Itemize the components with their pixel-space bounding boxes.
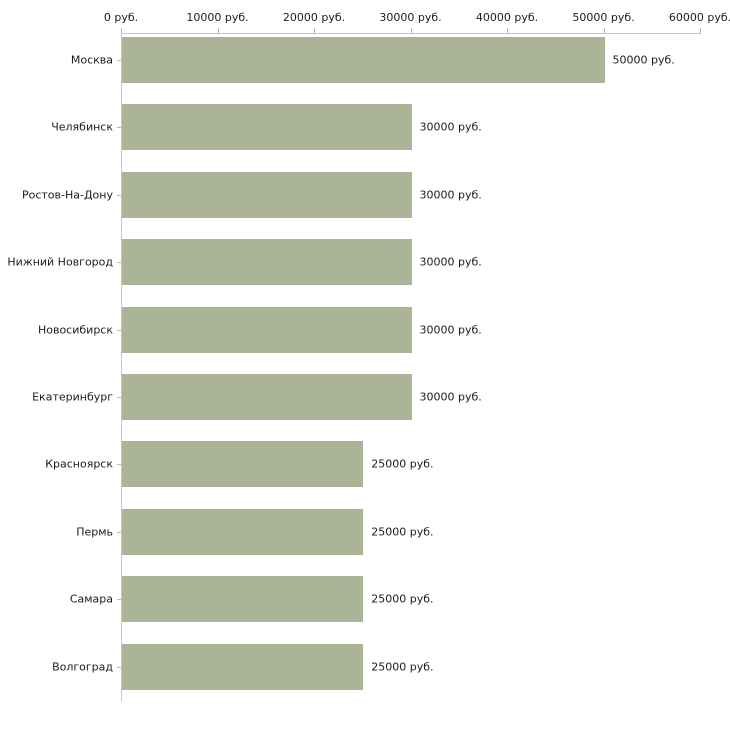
y-axis-tick bbox=[117, 666, 121, 668]
value-label: 30000 руб. bbox=[419, 390, 482, 404]
value-label: 25000 руб. bbox=[371, 592, 434, 606]
y-axis-line bbox=[121, 33, 122, 702]
y-axis-tick bbox=[117, 329, 121, 331]
value-label: 30000 руб. bbox=[419, 323, 482, 337]
y-axis-tick bbox=[117, 531, 121, 533]
y-axis-tick bbox=[117, 194, 121, 196]
x-axis-tick bbox=[217, 28, 219, 33]
value-label: 25000 руб. bbox=[371, 525, 434, 539]
x-axis-tick-label: 50000 руб. bbox=[572, 11, 635, 24]
y-axis-tick bbox=[117, 60, 121, 61]
bar-4 bbox=[122, 239, 412, 286]
bar-7 bbox=[122, 441, 364, 488]
y-axis-tick bbox=[117, 599, 121, 601]
category-label: Самара bbox=[69, 592, 113, 606]
value-label: 30000 руб. bbox=[419, 120, 482, 134]
x-axis-tick bbox=[700, 28, 701, 33]
x-axis-tick bbox=[314, 28, 315, 33]
x-axis-tick bbox=[603, 28, 605, 33]
category-label: Челябинск bbox=[51, 120, 113, 134]
bar-2 bbox=[122, 104, 412, 151]
category-label: Новосибирск bbox=[37, 323, 113, 337]
x-axis-tick-label: 30000 руб. bbox=[379, 11, 442, 24]
category-label: Нижний Новгород bbox=[7, 255, 113, 269]
bar-8 bbox=[122, 508, 364, 555]
x-axis-tick bbox=[507, 28, 508, 33]
x-axis-tick-label: 0 руб. bbox=[103, 11, 139, 24]
x-axis-tick bbox=[410, 28, 412, 33]
y-axis-tick bbox=[117, 127, 121, 129]
bar-6 bbox=[122, 374, 412, 420]
x-axis-line bbox=[121, 33, 701, 34]
bar-3 bbox=[122, 171, 412, 218]
x-axis-tick-label: 40000 руб. bbox=[475, 11, 539, 24]
x-axis-tick bbox=[121, 28, 122, 33]
x-axis-tick-label: 10000 руб. bbox=[186, 11, 249, 24]
bar-1 bbox=[122, 37, 605, 83]
y-axis-tick bbox=[117, 397, 121, 398]
category-label: Красноярск bbox=[45, 457, 113, 471]
category-label: Москва bbox=[70, 53, 113, 67]
y-axis-tick bbox=[117, 464, 121, 466]
value-label: 30000 руб. bbox=[419, 255, 482, 269]
value-label: 50000 руб. bbox=[612, 53, 675, 67]
bar-5 bbox=[122, 306, 412, 353]
value-label: 30000 руб. bbox=[419, 188, 482, 202]
y-axis-tick bbox=[117, 262, 121, 264]
category-label: Екатеринбург bbox=[32, 390, 113, 404]
value-label: 25000 руб. bbox=[371, 660, 434, 674]
category-label: Ростов-На-Дону bbox=[21, 188, 113, 202]
value-label: 25000 руб. bbox=[371, 457, 434, 471]
category-label: Волгоград bbox=[52, 660, 113, 674]
x-axis-tick-label: 20000 руб. bbox=[282, 11, 346, 24]
bar-9 bbox=[122, 576, 364, 623]
plot-area: 50000 руб. 30000 руб. 30000 руб. 30000 руб.… bbox=[117, 28, 701, 702]
bar-10 bbox=[122, 643, 364, 690]
category-label: Пермь bbox=[76, 525, 113, 539]
x-axis-tick-label: 60000 руб. bbox=[668, 11, 730, 24]
